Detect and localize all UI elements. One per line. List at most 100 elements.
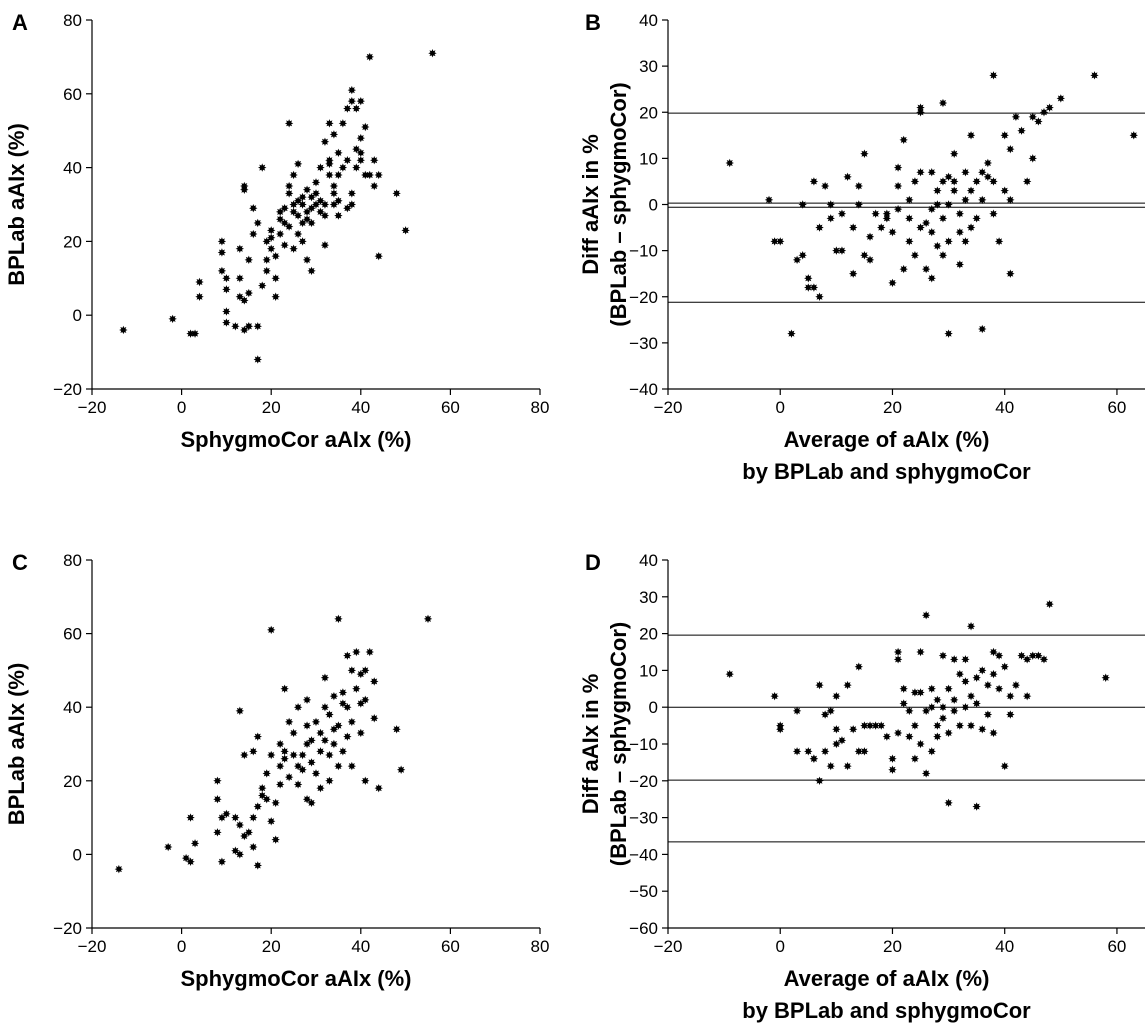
data-point xyxy=(927,168,936,177)
data-point xyxy=(933,732,942,741)
data-point xyxy=(267,233,276,242)
data-point xyxy=(356,156,365,165)
data-point xyxy=(776,725,785,734)
data-point xyxy=(352,104,361,113)
data-point xyxy=(392,725,401,734)
data-point xyxy=(860,149,869,158)
data-point xyxy=(792,747,802,756)
data-point xyxy=(815,776,824,785)
data-point xyxy=(284,772,294,782)
data-point xyxy=(217,237,227,246)
data-point xyxy=(334,196,343,206)
data-point xyxy=(826,200,835,209)
x-tick-label: 60 xyxy=(441,937,460,956)
data-point xyxy=(235,850,245,859)
data-point xyxy=(966,186,976,195)
data-point xyxy=(877,721,886,730)
data-point xyxy=(298,237,307,246)
data-point xyxy=(374,251,383,261)
data-point xyxy=(1056,94,1066,103)
y-tick-label: −10 xyxy=(629,735,658,754)
data-point xyxy=(370,714,379,723)
data-point xyxy=(271,835,280,844)
data-point xyxy=(1034,651,1043,660)
data-point xyxy=(213,795,222,804)
data-point xyxy=(978,725,987,734)
data-point xyxy=(966,691,976,701)
data-point xyxy=(289,750,298,760)
data-point xyxy=(955,227,965,237)
data-point xyxy=(374,170,383,180)
x-tick-label: 80 xyxy=(531,937,550,956)
data-point xyxy=(423,614,433,624)
data-point xyxy=(972,177,981,186)
data-point xyxy=(933,721,942,730)
panel-letter: D xyxy=(585,550,601,575)
data-point xyxy=(244,322,253,331)
data-point xyxy=(725,669,734,679)
data-point xyxy=(950,186,959,195)
x-tick-label: 80 xyxy=(531,398,550,417)
data-point xyxy=(848,223,858,232)
data-point xyxy=(235,244,245,253)
data-point xyxy=(428,49,437,58)
data-point xyxy=(916,108,925,117)
y-tick-label: 0 xyxy=(649,698,658,717)
x-tick-label: 40 xyxy=(351,937,370,956)
data-point xyxy=(927,204,936,214)
data-point xyxy=(249,229,258,239)
panel-a: A −20 0 20 40 60 80 −20 0 20 40 60 80 SphygmoCor aAIx… xyxy=(4,10,549,452)
data-point xyxy=(1022,177,1032,186)
data-point xyxy=(893,728,903,738)
data-point xyxy=(280,684,289,693)
data-point xyxy=(329,691,339,701)
data-point xyxy=(832,691,841,701)
data-point xyxy=(865,721,875,730)
data-point xyxy=(1006,195,1015,205)
data-point xyxy=(871,209,880,218)
data-point xyxy=(1028,112,1037,122)
data-point xyxy=(865,232,875,241)
data-point xyxy=(316,163,325,172)
data-point xyxy=(955,721,965,730)
data-point xyxy=(307,758,316,767)
data-point xyxy=(804,283,813,292)
y-tick-label: 30 xyxy=(639,57,658,76)
y-tick-label: 20 xyxy=(63,232,82,251)
data-point xyxy=(280,747,289,756)
data-point xyxy=(893,647,903,657)
data-point xyxy=(311,178,321,187)
data-point xyxy=(316,747,325,756)
data-point xyxy=(837,209,847,218)
data-point xyxy=(347,189,357,198)
data-point xyxy=(961,703,970,712)
y-tick-label: −20 xyxy=(53,919,82,938)
data-point xyxy=(316,783,325,793)
data-point xyxy=(910,721,920,730)
data-point xyxy=(1101,673,1110,682)
panel-letter: C xyxy=(12,550,28,575)
data-point xyxy=(293,229,303,239)
data-point xyxy=(298,765,307,774)
data-point xyxy=(275,739,285,749)
data-point xyxy=(860,747,869,756)
data-point xyxy=(921,611,931,620)
data-point xyxy=(325,159,334,169)
data-point xyxy=(114,864,124,874)
data-point xyxy=(927,747,936,756)
y-tick-label: 40 xyxy=(63,698,82,717)
data-point xyxy=(860,721,869,730)
y-tick-label: −30 xyxy=(629,334,658,353)
data-point xyxy=(905,706,914,716)
y-tick-label: −20 xyxy=(629,772,658,791)
data-point xyxy=(343,703,352,712)
y-tick-label: 20 xyxy=(639,625,658,644)
data-point xyxy=(798,251,807,260)
x-tick-label: 20 xyxy=(262,937,281,956)
data-point xyxy=(307,798,316,808)
data-point xyxy=(356,728,365,738)
data-point xyxy=(978,195,987,205)
data-point xyxy=(933,186,942,195)
data-point xyxy=(311,717,321,727)
data-point xyxy=(916,647,925,657)
